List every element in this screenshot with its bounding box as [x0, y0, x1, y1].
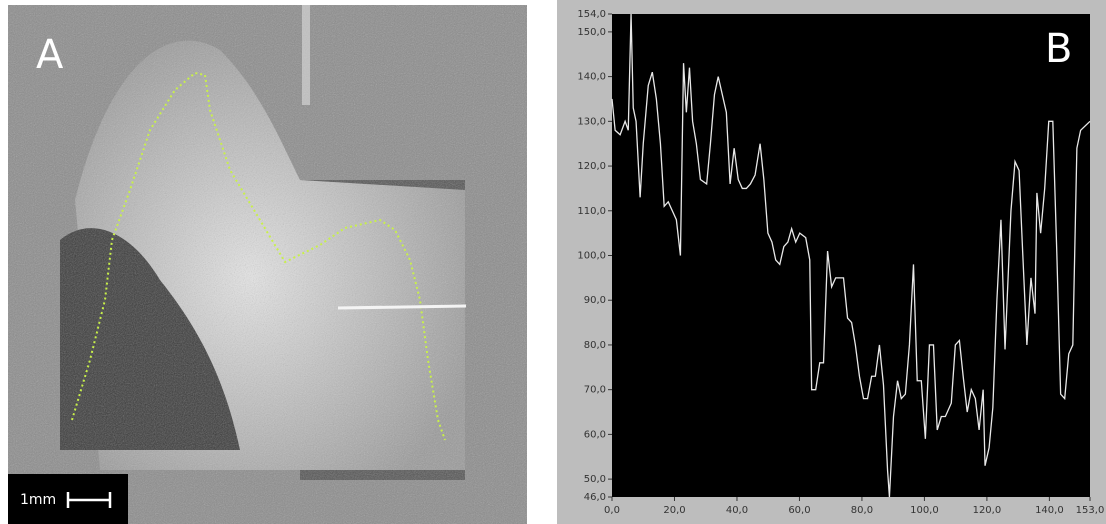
y-tick-label: 150,0 [577, 27, 606, 38]
x-tick-label: 80,0 [851, 505, 873, 516]
y-tick-label: 110,0 [577, 206, 606, 217]
y-tick-label: 130,0 [577, 116, 606, 127]
panel-label: A [36, 32, 64, 78]
y-tick-label: 70,0 [584, 385, 606, 396]
line-series [611, 13, 1091, 498]
y-tick-label: 80,0 [584, 340, 606, 351]
x-tick-label: 100,0 [910, 505, 939, 516]
x-tick-label: 0,0 [604, 505, 620, 516]
y-tick-label: 120,0 [577, 161, 606, 172]
scale-label: 1mm [20, 492, 56, 508]
y-tick-label: 60,0 [584, 429, 606, 440]
x-tick-label: 153,0 [1076, 505, 1105, 516]
y-tick-label: 100,0 [577, 251, 606, 262]
x-tick-label: 40,0 [726, 505, 748, 516]
x-tick-label: 60,0 [788, 505, 810, 516]
x-tick-label: 20,0 [663, 505, 685, 516]
y-tick-label: 140,0 [577, 72, 606, 83]
y-tick-label: 50,0 [584, 474, 606, 485]
panel-label: B [1045, 26, 1072, 72]
x-tick-label: 120,0 [973, 505, 1002, 516]
x-tick-label: 140,0 [1035, 505, 1064, 516]
y-tick-label: 154,0 [577, 9, 606, 20]
micrograph: A 1mm [8, 5, 527, 524]
y-tick-label: 90,0 [584, 295, 606, 306]
y-tick-label: 46,0 [584, 492, 606, 503]
